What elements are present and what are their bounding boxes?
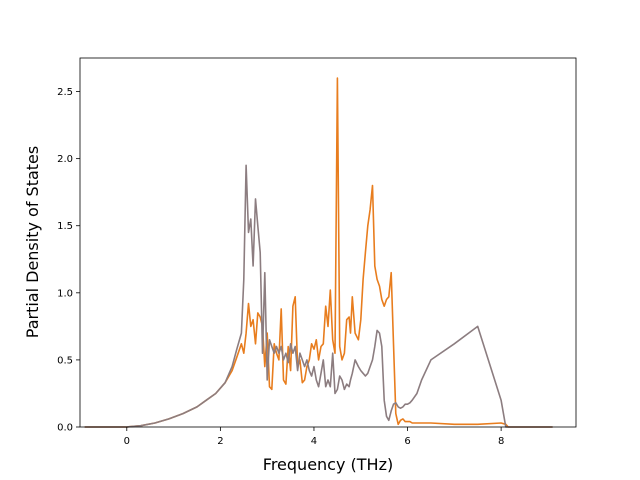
x-tick-label: 6 — [404, 436, 410, 447]
x-tick-label: 4 — [311, 436, 317, 447]
plot-area — [80, 58, 576, 427]
plot-frame — [79, 57, 577, 428]
series-layer — [84, 77, 553, 428]
tick-layer: 0 2 4 6 8 0.0 0.5 1.0 1.5 2.0 2.5 — [57, 87, 504, 447]
x-tick-label: 2 — [217, 436, 223, 447]
x-tick-label: 8 — [498, 436, 504, 447]
y-tick-label: 2.0 — [57, 154, 73, 165]
x-axis-label: Frequency (THz) — [263, 455, 393, 474]
series-line-0 — [84, 77, 553, 428]
x-tick-label: 0 — [124, 436, 130, 447]
y-tick-label: 1.5 — [57, 221, 73, 232]
y-tick-label: 0.5 — [57, 355, 73, 366]
y-axis-label: Partial Density of States — [23, 146, 42, 338]
y-tick-label: 2.5 — [57, 87, 73, 98]
y-tick-label: 1.0 — [57, 288, 73, 299]
series-line-1 — [84, 164, 553, 428]
y-tick-label: 0.0 — [57, 423, 73, 434]
